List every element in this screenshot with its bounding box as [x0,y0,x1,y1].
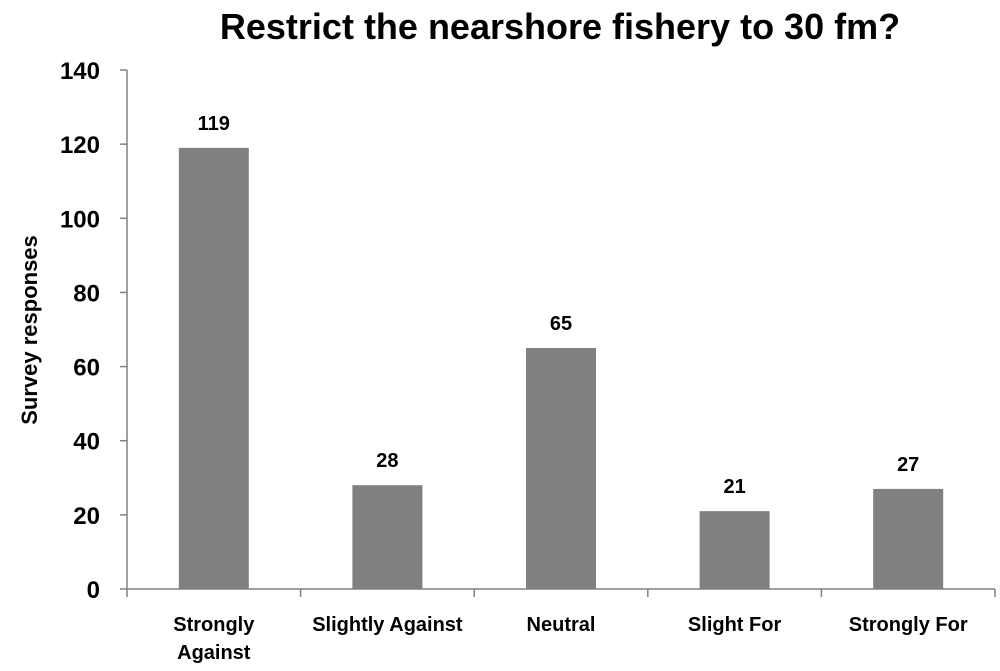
y-tick-label: 80 [73,280,100,307]
data-label: 27 [897,454,919,476]
x-tick-label: Slightly Against [312,614,463,636]
data-label: 28 [376,450,398,472]
bar [699,511,770,589]
x-tick-label: Strongly [173,614,255,636]
y-tick-label: 0 [87,577,100,604]
x-tick-label: Neutral [527,614,596,636]
y-tick-label: 120 [60,132,100,159]
data-label: 119 [198,113,230,135]
data-label: 65 [550,313,572,335]
chart-title: Restrict the nearshore fishery to 30 fm? [219,6,901,47]
bar [352,485,423,589]
y-tick-label: 60 [73,355,100,382]
x-tick-label: Strongly For [849,614,968,636]
data-label: 21 [723,476,745,498]
bar [526,348,596,589]
bar [178,147,249,589]
y-tick-label: 100 [60,206,100,233]
x-tick-label: Slight For [688,614,782,636]
bar [873,488,944,589]
x-tick-label: Against [177,642,251,664]
y-tick-label: 140 [60,58,100,85]
y-tick-label: 20 [73,503,100,530]
y-tick-label: 40 [73,429,100,456]
